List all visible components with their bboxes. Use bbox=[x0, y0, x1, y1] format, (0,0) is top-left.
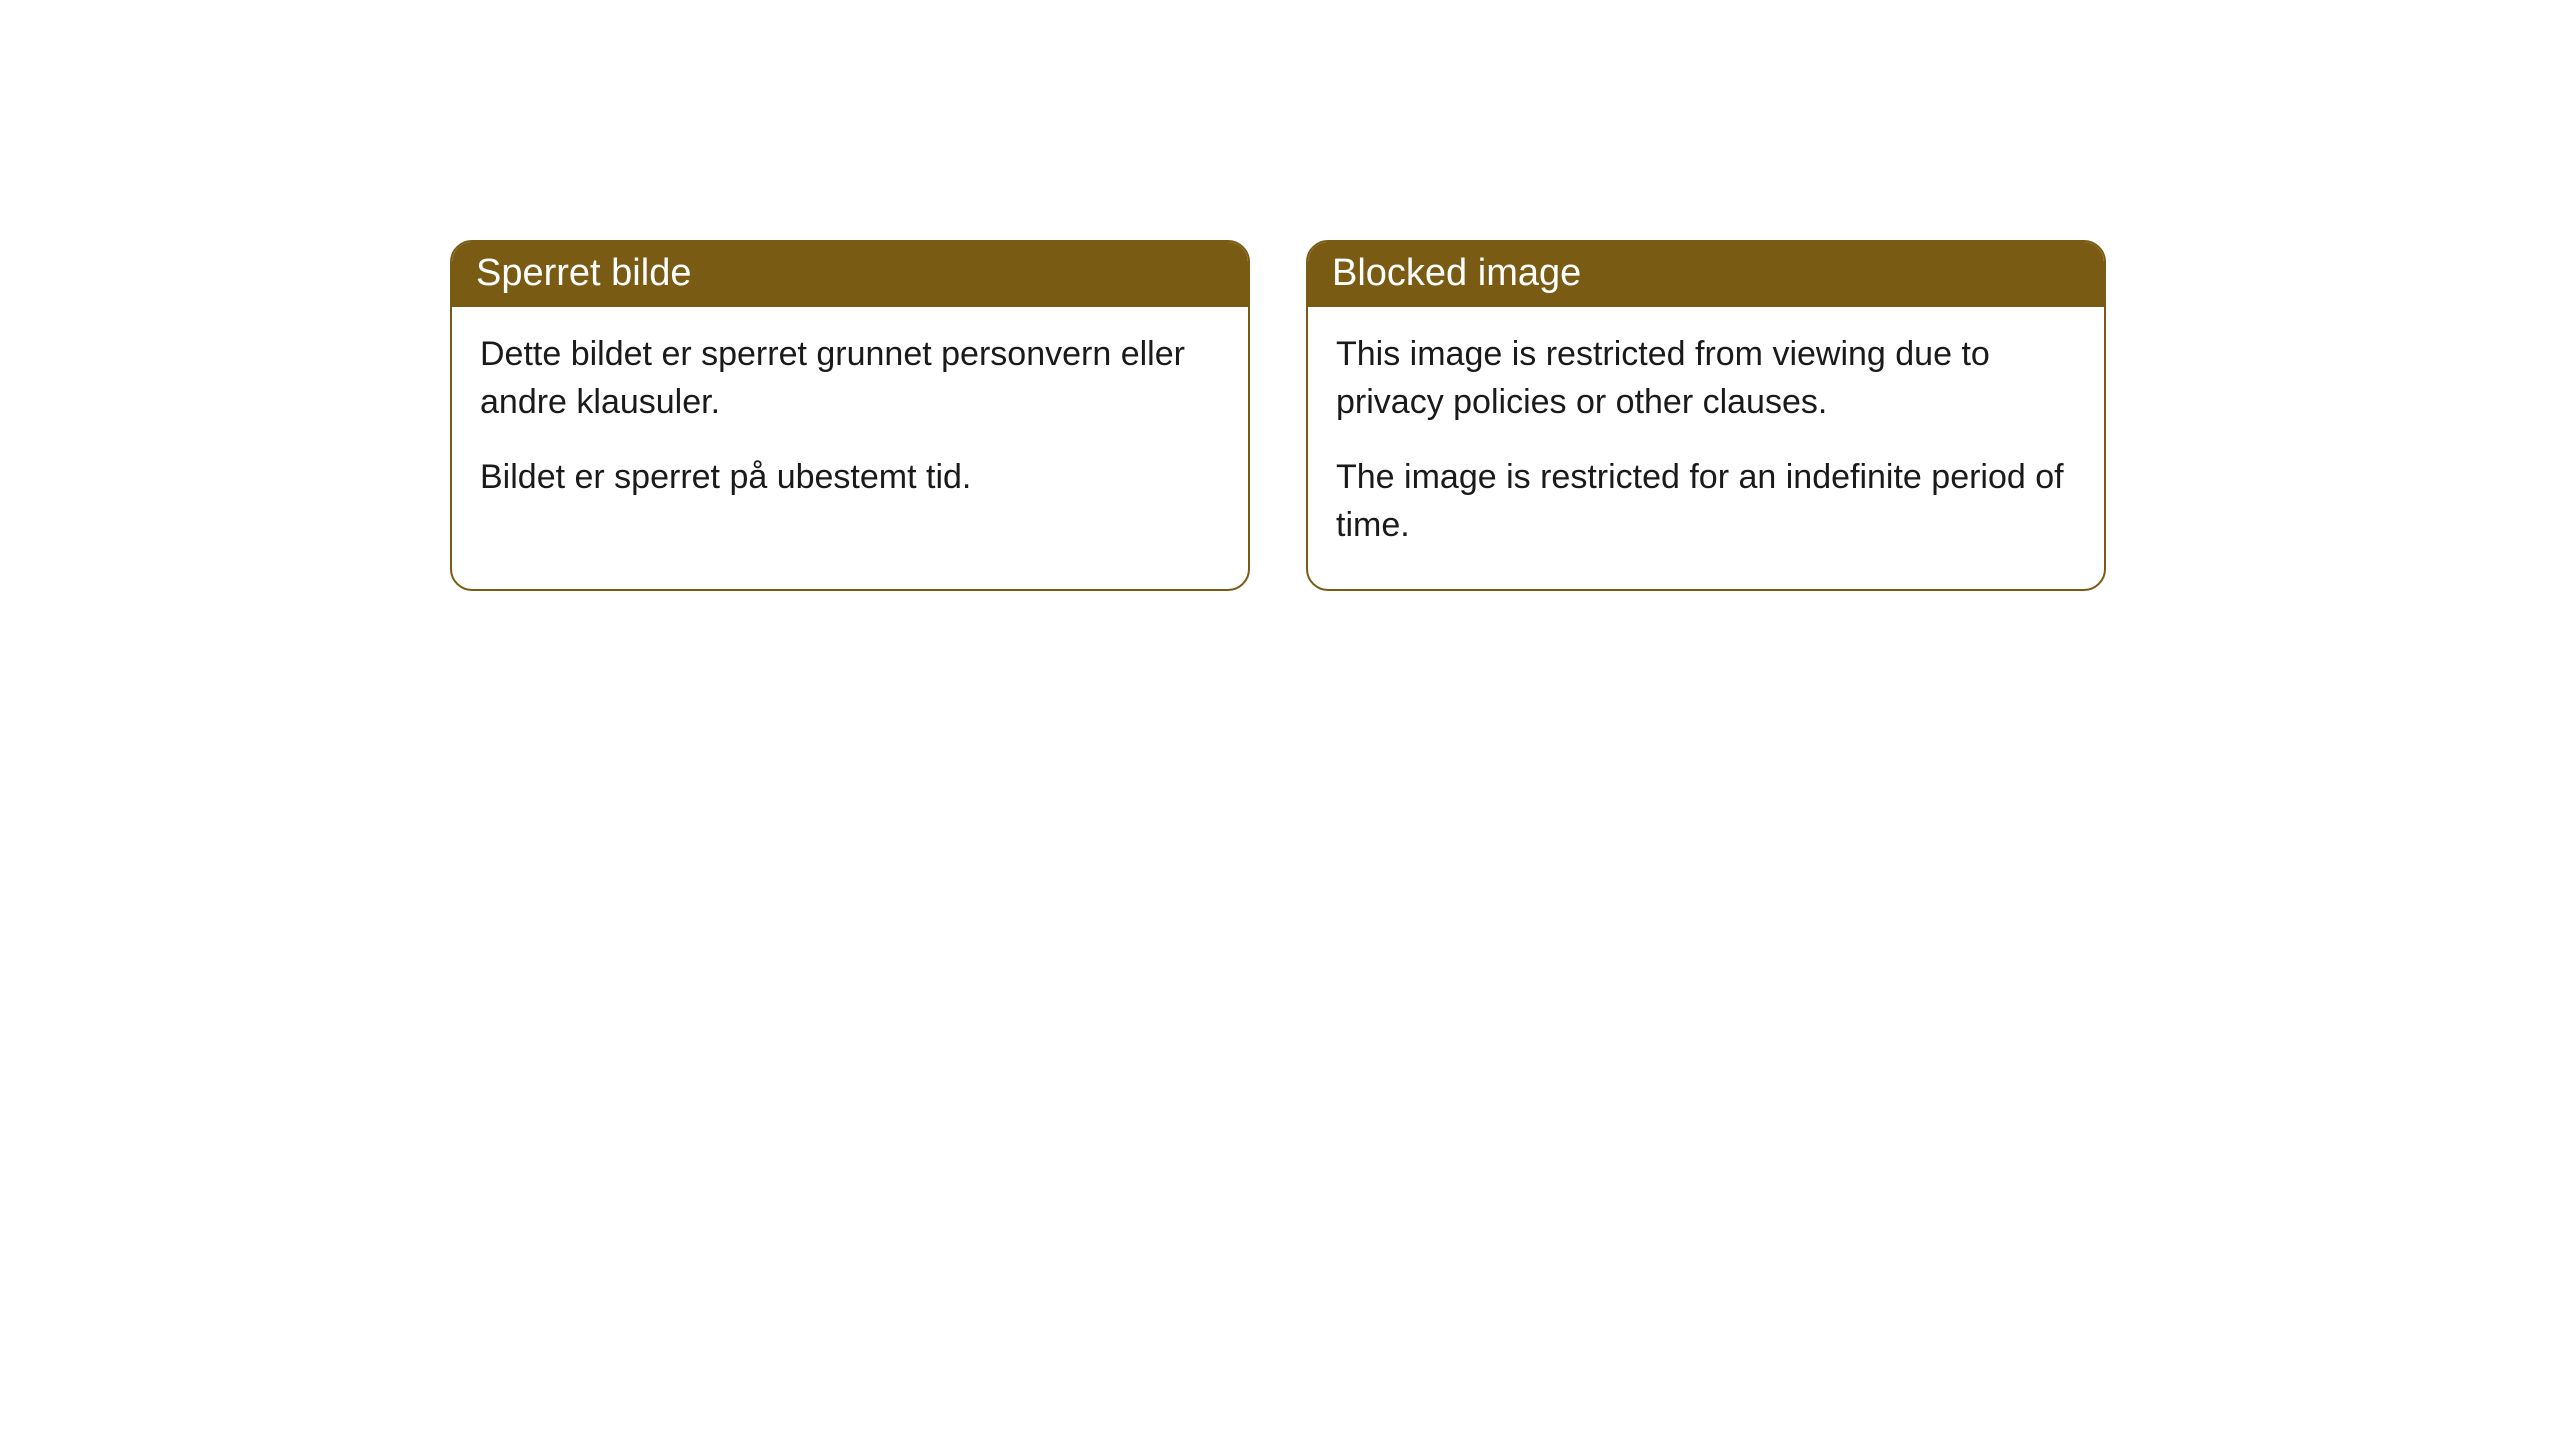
card-body-english: This image is restricted from viewing du… bbox=[1308, 307, 2104, 589]
card-body-norwegian: Dette bildet er sperret grunnet personve… bbox=[452, 307, 1248, 542]
card-paragraph-1: This image is restricted from viewing du… bbox=[1336, 331, 2076, 426]
card-paragraph-1: Dette bildet er sperret grunnet personve… bbox=[480, 331, 1220, 426]
card-norwegian: Sperret bilde Dette bildet er sperret gr… bbox=[450, 240, 1250, 591]
card-english: Blocked image This image is restricted f… bbox=[1306, 240, 2106, 591]
card-header-norwegian: Sperret bilde bbox=[452, 242, 1248, 307]
card-paragraph-2: Bildet er sperret på ubestemt tid. bbox=[480, 454, 1220, 502]
cards-container: Sperret bilde Dette bildet er sperret gr… bbox=[450, 240, 2560, 591]
card-paragraph-2: The image is restricted for an indefinit… bbox=[1336, 454, 2076, 549]
card-header-english: Blocked image bbox=[1308, 242, 2104, 307]
